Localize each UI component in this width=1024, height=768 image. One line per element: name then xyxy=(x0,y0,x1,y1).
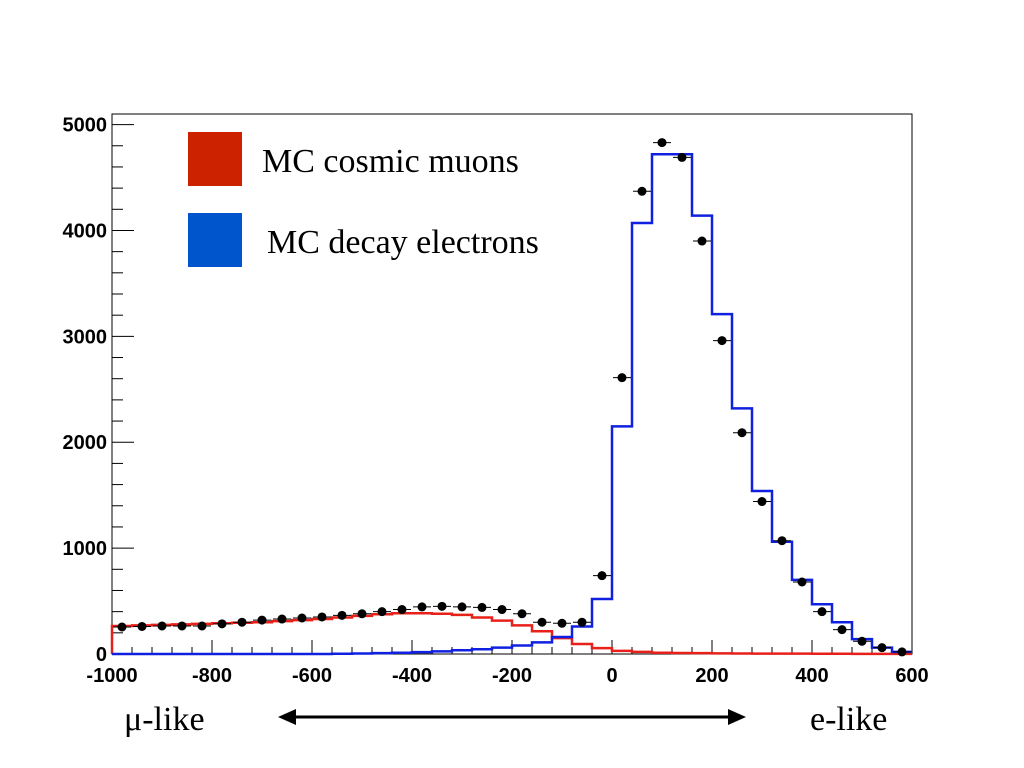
y-tick-label: 2000 xyxy=(63,432,108,454)
data-point xyxy=(497,605,507,615)
data-point xyxy=(637,186,647,196)
data-points-series xyxy=(113,138,911,657)
data-point xyxy=(517,609,527,619)
x-tick-label: -800 xyxy=(192,665,232,687)
data-point xyxy=(177,621,187,631)
data-point xyxy=(897,647,907,657)
x-tick-label: -600 xyxy=(292,665,332,687)
tick-labels: -1000 -800 -600 -400 -200 0 200 400 600 0 1000 2000… xyxy=(63,115,929,687)
data-point xyxy=(597,571,607,581)
arrow-head-right xyxy=(728,709,746,725)
x-tick-label: -400 xyxy=(392,665,432,687)
data-point xyxy=(737,428,747,438)
legend: MC cosmic muons MC decay electrons xyxy=(188,132,539,267)
data-point xyxy=(677,152,687,162)
data-point xyxy=(477,602,487,612)
mu-like-label: μ-like xyxy=(124,701,205,738)
x-tick-label: 200 xyxy=(695,665,728,687)
data-point xyxy=(797,577,807,587)
data-point xyxy=(617,373,627,383)
data-point xyxy=(877,643,887,653)
x-tick-label: -200 xyxy=(492,665,532,687)
cosmic-muons-histogram xyxy=(110,611,912,656)
data-point xyxy=(837,625,847,635)
legend-swatch-cosmic-muons xyxy=(188,132,242,186)
data-point xyxy=(457,602,467,612)
x-tick-label: 600 xyxy=(895,665,928,687)
data-point xyxy=(577,617,587,627)
y-tick-label: 3000 xyxy=(63,326,108,348)
data-point xyxy=(297,613,307,623)
decay-electrons-histogram xyxy=(112,152,912,656)
data-point xyxy=(137,621,147,631)
y-tick-label: 1000 xyxy=(63,538,108,560)
arrow-head-left xyxy=(278,709,296,725)
data-point xyxy=(317,612,327,622)
mu-e-annotation: μ-like e-like xyxy=(124,701,887,738)
data-point xyxy=(537,617,547,627)
legend-label-cosmic-muons: MC cosmic muons xyxy=(262,143,519,180)
y-tick-label: 4000 xyxy=(63,220,108,242)
y-tick-label: 0 xyxy=(96,644,107,666)
data-point xyxy=(117,622,127,632)
data-point xyxy=(857,636,867,646)
data-point xyxy=(397,605,407,615)
data-point xyxy=(217,619,227,629)
data-point xyxy=(377,607,387,617)
legend-swatch-decay-electrons xyxy=(188,213,242,267)
decay-electrons-series xyxy=(112,152,912,656)
data-point xyxy=(817,607,827,617)
data-point xyxy=(257,615,267,625)
cosmic-muons-series xyxy=(110,611,912,656)
legend-label-decay-electrons: MC decay electrons xyxy=(267,224,539,261)
data-point xyxy=(197,621,207,631)
y-tick-label: 5000 xyxy=(63,115,108,137)
data-point xyxy=(757,497,767,507)
data-point xyxy=(357,609,367,619)
data-point xyxy=(157,621,167,631)
x-tick-label: 400 xyxy=(795,665,828,687)
data-point xyxy=(657,138,667,148)
data-point xyxy=(777,536,787,546)
e-like-label: e-like xyxy=(810,701,887,738)
data-point xyxy=(437,601,447,611)
x-tick-label: -1000 xyxy=(86,665,137,687)
data-point xyxy=(337,610,347,620)
data-point xyxy=(417,602,427,612)
data-point xyxy=(277,614,287,624)
data-point xyxy=(697,236,707,246)
data-point xyxy=(237,617,247,627)
x-tick-label: 0 xyxy=(606,665,617,687)
data-point xyxy=(557,618,567,628)
data-point xyxy=(717,336,727,346)
